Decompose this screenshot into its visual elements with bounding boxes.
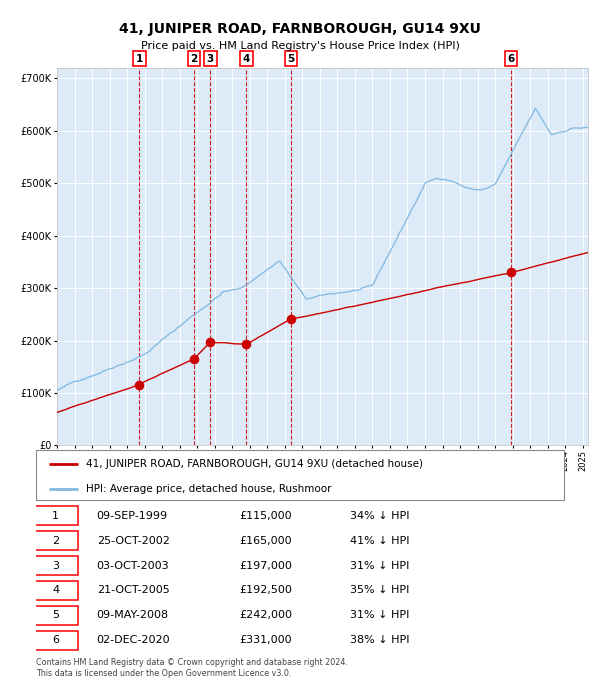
FancyBboxPatch shape (34, 507, 78, 525)
Text: 25-OCT-2002: 25-OCT-2002 (97, 536, 170, 545)
Text: 4: 4 (52, 585, 59, 596)
Text: 5: 5 (52, 611, 59, 620)
FancyBboxPatch shape (34, 631, 78, 649)
Text: 1: 1 (136, 54, 143, 64)
Text: 1: 1 (52, 511, 59, 521)
Text: 31% ↓ HPI: 31% ↓ HPI (350, 611, 410, 620)
FancyBboxPatch shape (34, 581, 78, 600)
Text: 3: 3 (52, 560, 59, 571)
Text: 09-MAY-2008: 09-MAY-2008 (97, 611, 169, 620)
Point (506, 267, 516, 277)
Text: 4: 4 (243, 54, 250, 64)
Point (242, 339, 251, 350)
FancyBboxPatch shape (36, 450, 564, 500)
Text: £331,000: £331,000 (239, 635, 292, 645)
Text: 3: 3 (207, 54, 214, 64)
Text: 09-SEP-1999: 09-SEP-1999 (97, 511, 168, 521)
Point (286, 313, 296, 324)
FancyBboxPatch shape (34, 606, 78, 625)
Text: £115,000: £115,000 (239, 511, 292, 521)
Point (134, 379, 144, 390)
Text: £197,000: £197,000 (239, 560, 292, 571)
Text: HPI: Average price, detached house, Rushmoor: HPI: Average price, detached house, Rush… (86, 484, 332, 494)
Text: 34% ↓ HPI: 34% ↓ HPI (350, 511, 410, 521)
FancyBboxPatch shape (34, 556, 78, 575)
Point (206, 337, 215, 347)
Text: 6: 6 (508, 54, 515, 64)
Text: 31% ↓ HPI: 31% ↓ HPI (350, 560, 410, 571)
Text: 6: 6 (52, 635, 59, 645)
Text: 41, JUNIPER ROAD, FARNBOROUGH, GU14 9XU (detached house): 41, JUNIPER ROAD, FARNBOROUGH, GU14 9XU … (86, 459, 423, 469)
Text: £192,500: £192,500 (239, 585, 292, 596)
Text: Price paid vs. HM Land Registry's House Price Index (HPI): Price paid vs. HM Land Registry's House … (140, 41, 460, 50)
Text: 2: 2 (52, 536, 59, 545)
Text: 02-DEC-2020: 02-DEC-2020 (97, 635, 170, 645)
Text: 5: 5 (287, 54, 295, 64)
Text: 35% ↓ HPI: 35% ↓ HPI (350, 585, 410, 596)
FancyBboxPatch shape (34, 531, 78, 550)
Text: 41% ↓ HPI: 41% ↓ HPI (350, 536, 410, 545)
Point (189, 354, 199, 364)
Text: £165,000: £165,000 (239, 536, 292, 545)
Text: 38% ↓ HPI: 38% ↓ HPI (350, 635, 410, 645)
Text: 2: 2 (190, 54, 197, 64)
Text: £242,000: £242,000 (239, 611, 292, 620)
Text: 41, JUNIPER ROAD, FARNBOROUGH, GU14 9XU: 41, JUNIPER ROAD, FARNBOROUGH, GU14 9XU (119, 22, 481, 35)
Text: 21-OCT-2005: 21-OCT-2005 (97, 585, 169, 596)
Text: Contains HM Land Registry data © Crown copyright and database right 2024.: Contains HM Land Registry data © Crown c… (36, 658, 348, 667)
Text: This data is licensed under the Open Government Licence v3.0.: This data is licensed under the Open Gov… (36, 668, 292, 678)
Text: 03-OCT-2003: 03-OCT-2003 (97, 560, 169, 571)
